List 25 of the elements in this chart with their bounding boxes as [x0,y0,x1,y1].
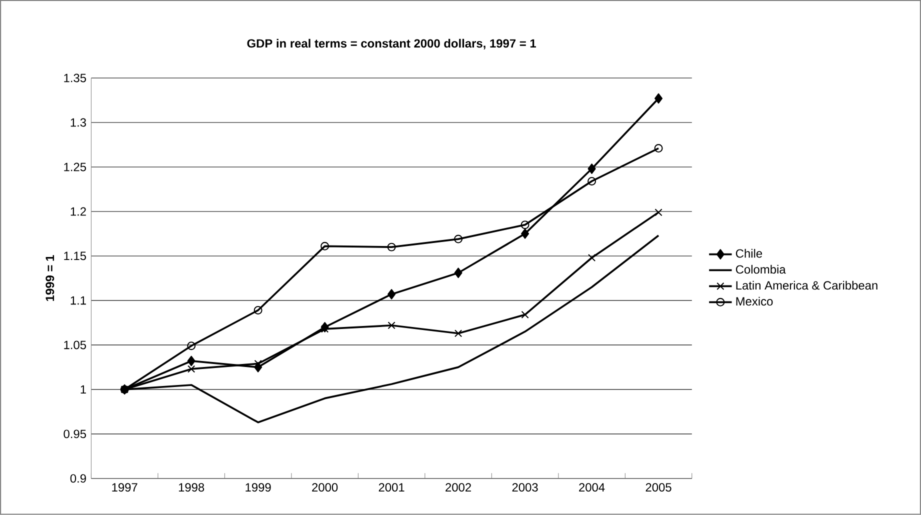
x-tick-label: 1998 [178,483,204,492]
y-tick-label: 1.05 [64,340,86,350]
y-tick-label: 0.95 [64,430,86,438]
y-tick-label: 1.2 [70,207,86,216]
legend-label: Mexico [736,296,773,306]
x-tick-label: 2001 [378,483,404,492]
legend-label: Colombia [736,264,786,274]
y-tick-label: 1.15 [64,252,86,260]
y-tick-label: 1.35 [64,74,86,82]
x-tick-label: 2003 [512,483,538,492]
y-axis-title: 1999 = 1 [46,255,54,301]
y-tick-label: 1.3 [70,118,86,127]
x-tick-label: 2002 [446,483,471,492]
y-tick-label: 0.9 [70,474,86,483]
x-tick-label: 1999 [246,483,271,492]
y-tick-label: 1.25 [64,162,86,172]
legend-label: Chile [736,249,762,258]
x-tick-label: 1997 [112,483,138,492]
x-tick-label: 2005 [646,483,672,492]
legend-label: Latin America & Caribbean [736,280,878,290]
y-tick-label: 1 [80,385,86,394]
x-tick-label: 2000 [312,483,338,492]
chart-title: GDP in real terms = constant 2000 dollars, 1997 = 1 [247,38,536,50]
y-tick-label: 1.1 [70,296,86,305]
x-tick-label: 2004 [579,483,605,492]
